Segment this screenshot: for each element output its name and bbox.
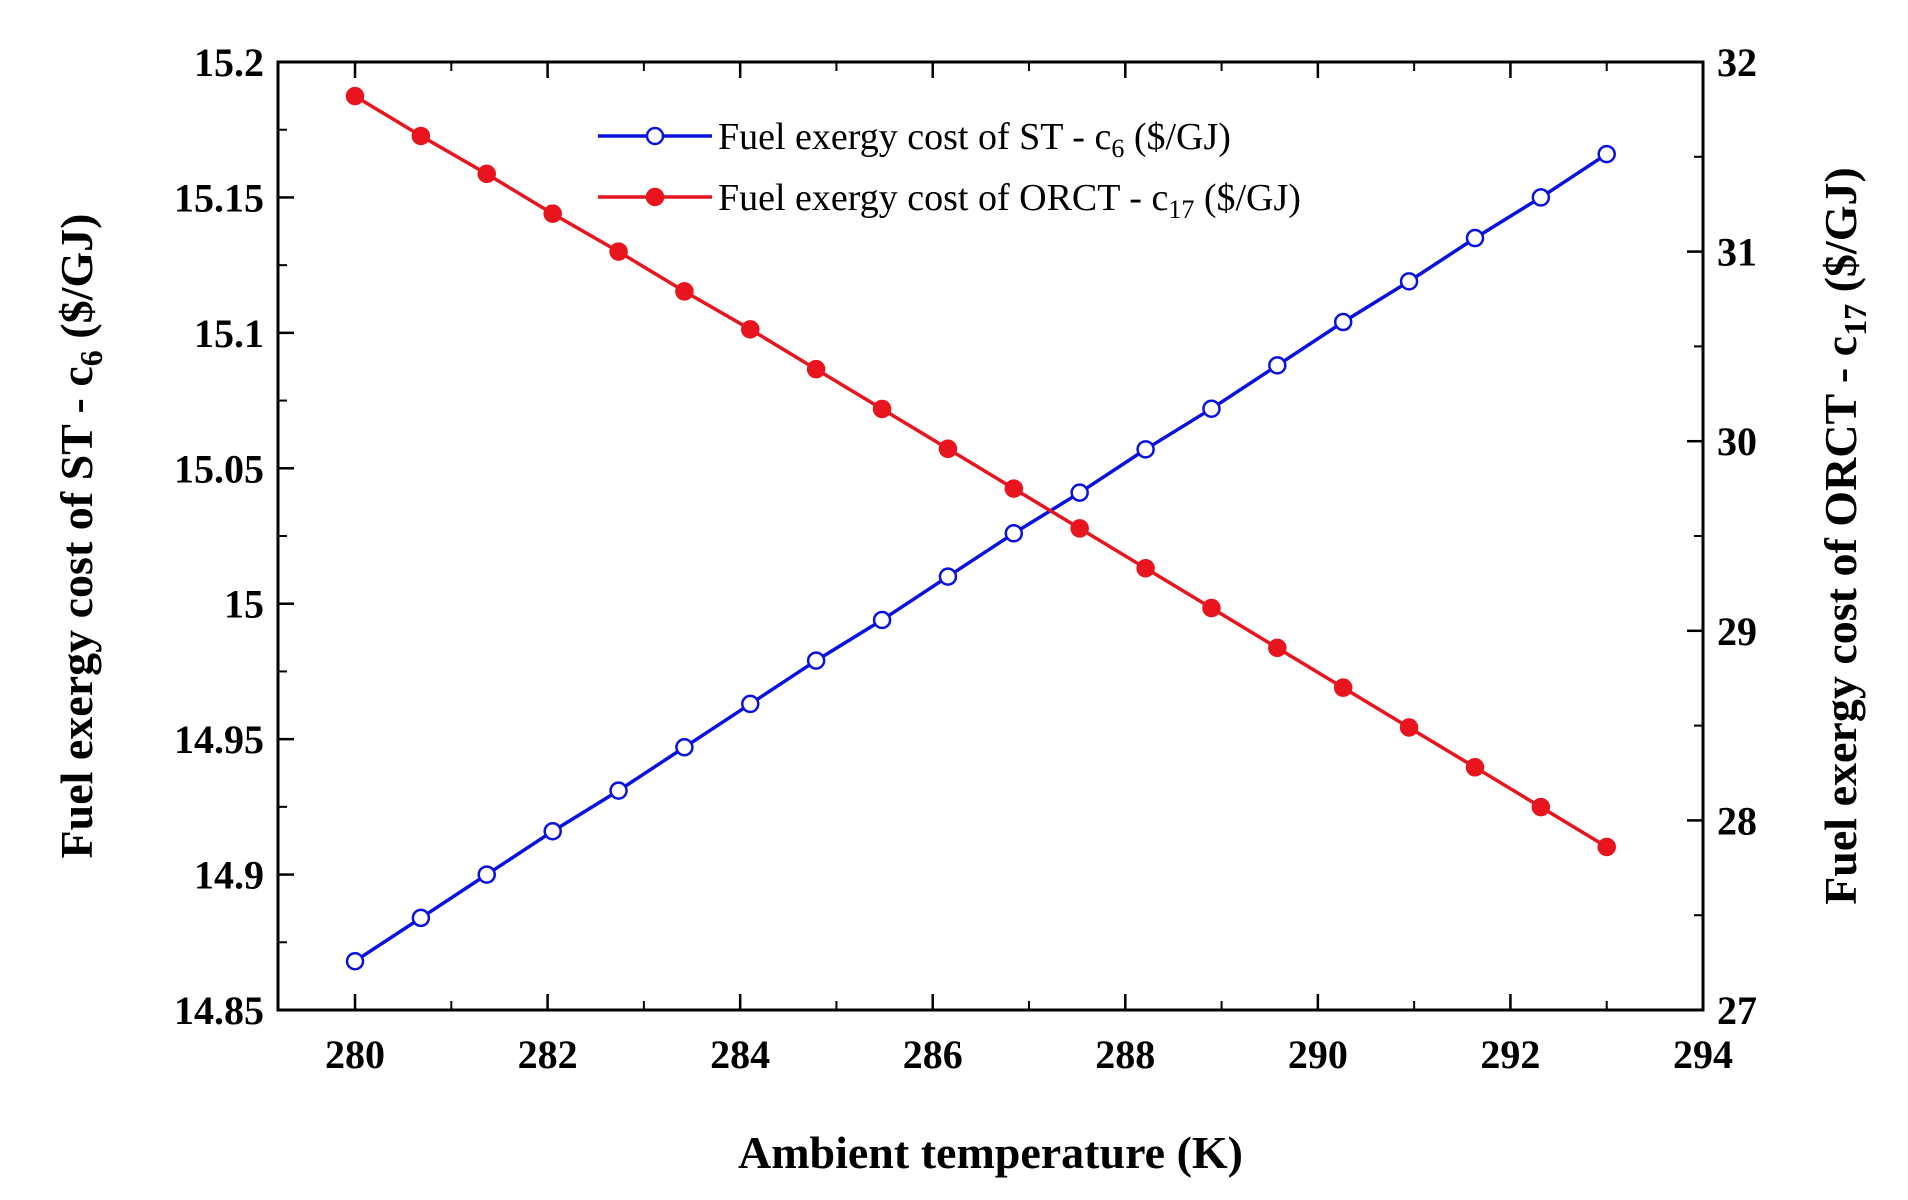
data-point xyxy=(477,865,496,884)
axis-titles: Ambient temperature (K) Fuel exergy cost … xyxy=(51,167,1873,1178)
legend-label-subscript: 17 xyxy=(1168,195,1194,224)
y-right-tick-label: 29 xyxy=(1717,609,1757,654)
data-point xyxy=(1070,483,1089,502)
legend-marker xyxy=(645,187,665,207)
y-left-tick-label: 15.15 xyxy=(174,175,264,220)
y-left-tick-label: 14.9 xyxy=(194,853,264,898)
y-left-tick-label: 15.2 xyxy=(194,40,264,85)
x-tick-label: 284 xyxy=(710,1032,770,1077)
legend-label-main: Fuel exergy cost of ST - c xyxy=(718,116,1111,158)
y-right-tick-label: 27 xyxy=(1717,988,1757,1033)
y-left-axis-title-unit: ($/GJ) xyxy=(51,214,102,351)
data-point xyxy=(1202,598,1221,618)
x-tick-label: 280 xyxy=(325,1032,385,1077)
legend-label-unit: ($/GJ) xyxy=(1124,116,1231,158)
data-point xyxy=(1531,188,1551,207)
data-point xyxy=(1333,678,1353,697)
y-right-tick-label: 32 xyxy=(1717,40,1757,85)
data-point xyxy=(1268,356,1287,375)
series-line xyxy=(354,152,1608,963)
data-point xyxy=(411,126,431,146)
data-point xyxy=(1465,758,1485,777)
y-left-axis-title-subscript: 6 xyxy=(73,350,109,366)
data-point xyxy=(609,781,628,800)
data-point xyxy=(1399,718,1419,737)
data-point xyxy=(1004,479,1024,498)
legend-label-subscript: 6 xyxy=(1111,134,1124,163)
y-right-tick-label: 28 xyxy=(1717,798,1757,843)
data-point xyxy=(1136,558,1155,578)
axis-ticks: 280 282 284 286 288 290 292 29414.8514.914.9515… xyxy=(174,40,1757,1077)
data-point xyxy=(872,399,892,419)
series-line xyxy=(354,94,1608,849)
data-point xyxy=(543,204,562,223)
y-right-tick-label: 31 xyxy=(1717,230,1757,275)
data-point xyxy=(543,821,562,841)
y-right-tick-label: 30 xyxy=(1717,419,1757,464)
series-2 xyxy=(345,86,1616,857)
legend-item-2: Fuel exergy cost of ORCT - c17 ($/GJ) xyxy=(598,177,1301,224)
y-left-tick-label: 15 xyxy=(224,582,264,627)
y-right-axis-title-unit: ($/GJ) xyxy=(1815,167,1866,304)
series-group xyxy=(345,86,1616,971)
data-point xyxy=(345,951,365,971)
x-tick-label: 292 xyxy=(1480,1032,1540,1077)
series-1 xyxy=(345,144,1616,971)
legend-label: Fuel exergy cost of ST - c6 ($/GJ) xyxy=(718,116,1231,163)
legend: Fuel exergy cost of ST - c6 ($/GJ)Fuel e… xyxy=(598,116,1301,224)
data-point xyxy=(938,567,958,586)
data-point xyxy=(1004,524,1024,543)
y-left-axis-title-main: Fuel exergy cost of ST - c xyxy=(51,366,102,858)
data-point xyxy=(1399,272,1419,291)
data-point xyxy=(609,242,628,261)
data-point xyxy=(1531,797,1551,817)
y-left-tick-label: 15.1 xyxy=(194,311,264,356)
x-tick-label: 294 xyxy=(1673,1032,1733,1077)
x-tick-label: 290 xyxy=(1288,1032,1348,1077)
legend-label-main: Fuel exergy cost of ORCT - c xyxy=(718,177,1168,219)
data-point xyxy=(938,439,958,459)
data-point xyxy=(1136,440,1155,459)
y-right-axis-title-subscript: 17 xyxy=(1837,304,1873,336)
data-point xyxy=(872,610,892,630)
data-point xyxy=(741,320,760,339)
data-point xyxy=(806,359,826,379)
y-left-tick-label: 14.95 xyxy=(174,717,264,762)
x-tick-label: 282 xyxy=(518,1032,578,1077)
data-point xyxy=(741,694,760,714)
legend-marker xyxy=(645,126,665,146)
data-point xyxy=(1070,519,1089,538)
data-point xyxy=(345,86,365,106)
x-tick-label: 288 xyxy=(1095,1032,1155,1077)
y-left-tick-label: 15.05 xyxy=(174,446,264,491)
legend-label-unit: ($/GJ) xyxy=(1194,177,1301,219)
data-point xyxy=(1597,837,1616,857)
y-left-axis-title: Fuel exergy cost of ST - c6 ($/GJ) xyxy=(51,214,109,859)
y-right-axis-title: Fuel exergy cost of ORCT - c17 ($/GJ) xyxy=(1815,167,1873,905)
data-point xyxy=(1465,228,1485,248)
y-right-axis-title-main: Fuel exergy cost of ORCT - c xyxy=(1815,336,1866,905)
data-point xyxy=(806,651,826,670)
x-axis-title: Ambient temperature (K) xyxy=(738,1127,1243,1178)
data-point xyxy=(411,908,431,928)
data-point xyxy=(675,738,694,757)
data-point xyxy=(675,282,694,301)
x-tick-label: 286 xyxy=(903,1032,963,1077)
data-point xyxy=(1268,638,1287,658)
data-point xyxy=(1597,144,1616,164)
legend-item-1: Fuel exergy cost of ST - c6 ($/GJ) xyxy=(598,116,1231,163)
data-point xyxy=(1202,399,1221,418)
data-point xyxy=(1333,312,1353,332)
data-point xyxy=(477,164,496,184)
y-left-tick-label: 14.85 xyxy=(174,988,264,1033)
legend-label: Fuel exergy cost of ORCT - c17 ($/GJ) xyxy=(718,177,1301,224)
